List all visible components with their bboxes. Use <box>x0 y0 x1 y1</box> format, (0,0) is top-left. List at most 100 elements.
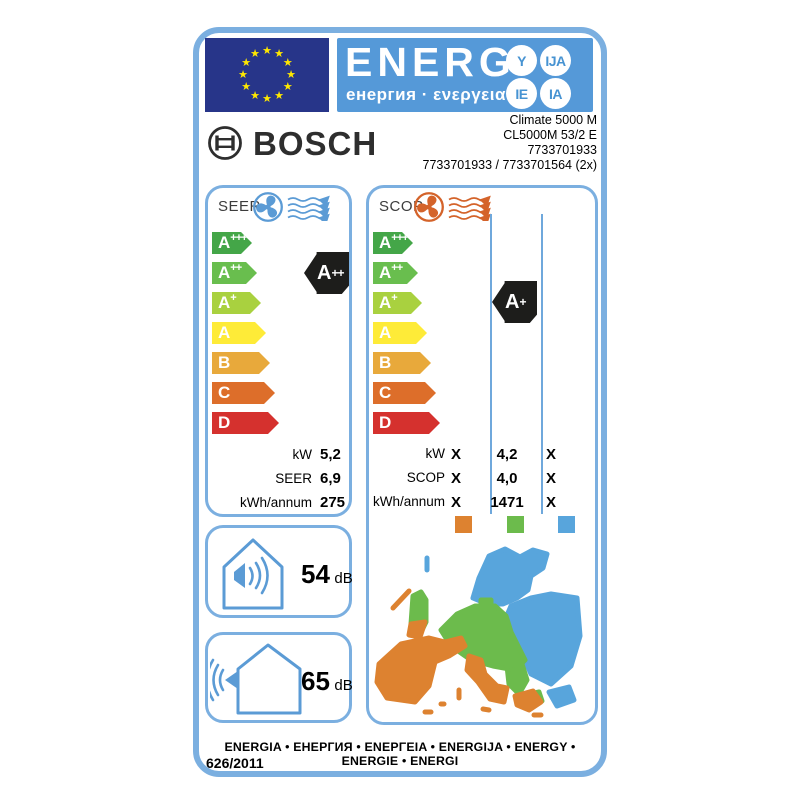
indoor-noise-box: 54 dB <box>205 525 353 618</box>
warm-zone-legend-square <box>455 516 472 533</box>
bosch-logo-icon <box>208 126 242 160</box>
noise-unit: dB <box>334 677 353 694</box>
indoor-noise-value: 54 dB <box>301 559 353 590</box>
outdoor-noise-box: 65 dB <box>205 632 353 723</box>
svg-text:★: ★ <box>274 48 284 60</box>
class-arrow-c: C <box>373 382 436 404</box>
class-letter: D <box>218 413 231 432</box>
class-arrow-d: D <box>212 412 279 434</box>
cold-zone-legend-square <box>558 516 575 533</box>
table-row: SCOP X 4,0 X <box>369 470 595 494</box>
svg-text:★: ★ <box>283 57 293 69</box>
class-sup: +++ <box>230 232 247 244</box>
model-line-2: CL5000M 53/2 E <box>503 128 597 142</box>
warm-zone-value: X <box>450 470 461 487</box>
average-zone-value: 4,2 <box>496 446 518 463</box>
row-value: 6,9 <box>320 470 341 487</box>
table-row: kWh/annum X 1471 X <box>369 494 595 518</box>
heating-fan-icon <box>414 192 444 222</box>
svg-text:★: ★ <box>238 69 248 81</box>
class-letter: A <box>218 323 231 342</box>
row-label: SEER <box>275 471 312 486</box>
seer-values-table: kW 5,2 SEER 6,9 kWh/annum 275 <box>210 446 349 518</box>
energ-subtitle: енергия · ενεργεια <box>346 85 506 104</box>
svg-text:★: ★ <box>286 69 296 81</box>
noise-unit: dB <box>334 570 353 587</box>
table-row: kWh/annum 275 <box>210 494 349 518</box>
row-label: kW <box>425 446 446 461</box>
class-arrow-a3: A+++ <box>212 232 252 254</box>
outdoor-noise-value: 65 dB <box>301 666 353 697</box>
model-line-4: 7733701933 / 7733701564 (2x) <box>422 158 597 172</box>
class-arrow-c: C <box>212 382 275 404</box>
class-letter: A <box>379 233 392 252</box>
row-label: kW <box>292 447 313 462</box>
class-sup: ++ <box>391 262 403 274</box>
seer-rating-arrow: A ++ <box>304 252 349 294</box>
class-letter: A <box>218 263 231 282</box>
class-arrow-a2: A++ <box>212 262 257 284</box>
svg-text:★: ★ <box>262 93 272 105</box>
scop-rating-sup: + <box>519 295 526 309</box>
class-sup: ++ <box>230 262 242 274</box>
class-arrow-b: B <box>373 352 431 374</box>
scop-panel: SCOP <box>366 185 598 725</box>
cool-air-waves-icon <box>287 195 330 221</box>
table-row: SEER 6,9 <box>210 470 349 494</box>
energy-languages-line: ENERGIA • ЕНЕРГИЯ • ENEPΓEIA • ENERGIJA … <box>224 740 576 768</box>
model-line-3: 7733701933 <box>527 143 597 157</box>
class-letter: D <box>379 413 392 432</box>
lang-badge-ia: IA <box>540 78 571 109</box>
eu-energy-label: ★ ★ ★ ★ ★ ★ ★ ★ ★ ★ ★ ★ ENERG енергия · ενεργεια… <box>193 27 607 777</box>
svg-text:★: ★ <box>262 45 272 57</box>
table-row: kW 5,2 <box>210 446 349 470</box>
cooling-fan-icon <box>253 192 283 222</box>
svg-text:★: ★ <box>274 90 284 102</box>
scop-values-table: kW X 4,2 X SCOP X 4,0 X kWh/annum X 1471… <box>369 446 595 518</box>
column-divider <box>541 214 543 514</box>
class-letter: C <box>379 383 392 402</box>
warm-zone-value: X <box>450 446 461 463</box>
row-label: SCOP <box>406 470 445 485</box>
svg-text:★: ★ <box>241 57 251 69</box>
energ-banner: ENERG енергия · ενεργεια Y IJA IE IA <box>337 38 593 112</box>
row-value: 275 <box>320 494 346 511</box>
class-sup: + <box>230 292 236 304</box>
indoor-noise-icon <box>222 538 284 610</box>
class-arrow-a: A <box>373 322 427 344</box>
class-letter: A <box>379 323 392 342</box>
row-label: kWh/annum <box>372 494 445 509</box>
regulation-number: 626/2011 <box>206 755 264 771</box>
cold-zone-value: X <box>545 494 556 511</box>
eu-flag-icon: ★★★ ★★★ ★★★ ★ ★★ <box>205 38 329 112</box>
noise-number: 65 <box>301 666 330 696</box>
warm-air-waves-icon <box>448 195 491 221</box>
svg-text:★: ★ <box>241 81 251 93</box>
svg-text:★: ★ <box>250 90 260 102</box>
class-letter: A <box>218 233 231 252</box>
class-letter: B <box>218 353 231 372</box>
lang-badge-y: Y <box>506 45 537 76</box>
average-zone-value: 1471 <box>490 494 524 511</box>
column-divider <box>490 214 492 514</box>
average-zone-legend-square <box>507 516 524 533</box>
outdoor-noise-icon <box>210 643 302 715</box>
average-zone-value: 4,0 <box>496 470 518 487</box>
cold-zone-value: X <box>545 470 556 487</box>
class-letter: B <box>379 353 392 372</box>
class-letter: A <box>379 293 392 312</box>
table-row: kW X 4,2 X <box>369 446 595 470</box>
scop-rating-letter: A <box>505 291 520 313</box>
class-arrow-a2: A++ <box>373 262 418 284</box>
brand-name: BOSCH <box>253 125 378 162</box>
noise-number: 54 <box>301 559 330 589</box>
class-letter: C <box>218 383 231 402</box>
model-line-1: Climate 5000 M <box>509 113 597 127</box>
class-arrow-a3: A+++ <box>373 232 413 254</box>
model-info: Climate 5000 M CL5000M 53/2 E 7733701933… <box>423 113 597 173</box>
scop-title: SCOP <box>379 198 424 215</box>
svg-text:★: ★ <box>250 48 260 60</box>
row-value: 5,2 <box>320 446 341 463</box>
class-arrow-a1: A+ <box>373 292 422 314</box>
